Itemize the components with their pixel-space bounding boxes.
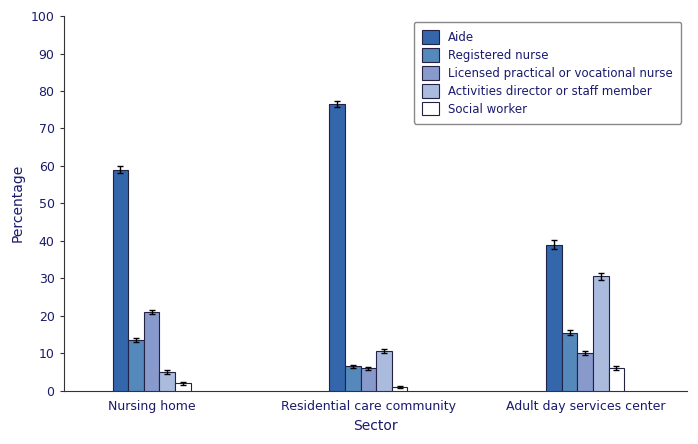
Bar: [112, 170, 128, 391]
X-axis label: Sector: Sector: [353, 419, 398, 433]
Bar: [159, 372, 175, 391]
Bar: [329, 104, 345, 391]
Bar: [562, 333, 577, 391]
Bar: [609, 368, 624, 391]
Bar: [175, 383, 191, 391]
Legend: Aide, Registered nurse, Licensed practical or vocational nurse, Activities direc: Aide, Registered nurse, Licensed practic…: [414, 22, 681, 124]
Bar: [361, 368, 376, 391]
Bar: [593, 276, 609, 391]
Bar: [392, 387, 408, 391]
Bar: [547, 245, 562, 391]
Bar: [144, 312, 159, 391]
Bar: [577, 353, 593, 391]
Bar: [376, 351, 392, 391]
Y-axis label: Percentage: Percentage: [11, 164, 25, 242]
Bar: [128, 340, 144, 391]
Bar: [345, 366, 361, 391]
